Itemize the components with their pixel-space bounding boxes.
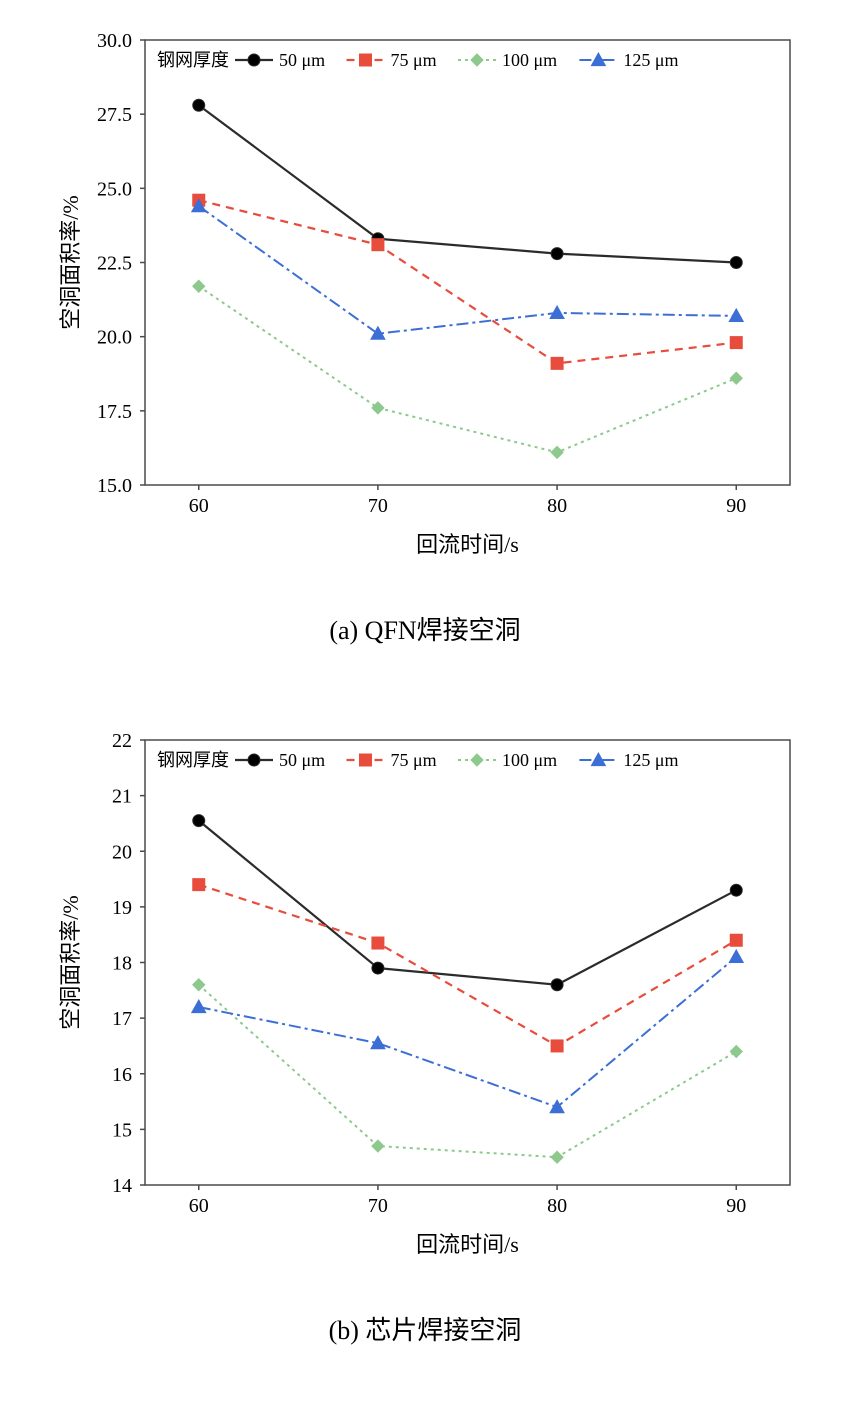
- y-tick-label: 14: [112, 1175, 132, 1197]
- series-line: [199, 105, 737, 262]
- chart-a-container: 15.0 17.5 20.0 22.5 25.0 27.5 30.0 60 70 80 90 回流时间…: [50, 20, 810, 570]
- chart-a-caption: (a) QFN焊接空洞: [0, 610, 850, 647]
- legend-label: 125 μm: [623, 750, 678, 770]
- chart-b-container: 14 15 16 17 18 19 20 21 22 60 70 80 90 回流时间/s 空洞面积率/% 钢…: [50, 720, 810, 1270]
- legend-label: 100 μm: [502, 50, 557, 70]
- chart-a-svg: 15.0 17.5 20.0 22.5 25.0 27.5 30.0 60 70 80 90 回流时间…: [50, 20, 810, 570]
- legend-label: 75 μm: [391, 50, 437, 70]
- y-tick-label: 27.5: [97, 104, 132, 126]
- y-tick-label: 15: [112, 1119, 132, 1141]
- legend-label: 100 μm: [502, 750, 557, 770]
- legend-title: 钢网厚度: [157, 750, 229, 770]
- y-tick-label: 21: [112, 786, 132, 808]
- chart-b-svg: 14 15 16 17 18 19 20 21 22 60 70 80 90 回流时间/s 空洞面积率/% 钢…: [50, 720, 810, 1270]
- series-line: [199, 985, 737, 1157]
- y-tick-label: 22: [112, 730, 132, 752]
- y-tick-label: 22.5: [97, 253, 132, 275]
- legend-label: 50 μm: [279, 750, 325, 770]
- series-line: [199, 821, 737, 985]
- series-line: [199, 206, 737, 334]
- y-tick-label: 20.0: [97, 327, 132, 349]
- y-tick-label: 17: [112, 1008, 132, 1030]
- y-tick-label: 15.0: [97, 475, 132, 497]
- x-axis-label: 回流时间/s: [416, 1232, 519, 1257]
- y-tick-label: 19: [112, 897, 132, 919]
- x-tick-label: 60: [189, 1195, 209, 1217]
- legend-label: 50 μm: [279, 50, 325, 70]
- legend-label: 75 μm: [391, 750, 437, 770]
- x-tick-label: 90: [726, 1195, 746, 1217]
- y-tick-label: 16: [112, 1064, 132, 1086]
- series-line: [199, 200, 737, 363]
- series-line: [199, 957, 737, 1107]
- y-tick-label: 18: [112, 953, 132, 975]
- x-axis-label: 回流时间/s: [416, 532, 519, 557]
- x-tick-label: 70: [368, 1195, 388, 1217]
- series-line: [199, 286, 737, 452]
- y-tick-label: 17.5: [97, 401, 132, 423]
- x-tick-label: 70: [368, 495, 388, 517]
- chart-b-caption: (b) 芯片焊接空洞: [0, 1310, 850, 1347]
- y-tick-label: 30.0: [97, 30, 132, 52]
- legend-label: 125 μm: [623, 50, 678, 70]
- y-tick-label: 25.0: [97, 178, 132, 200]
- series-line: [199, 885, 737, 1046]
- x-tick-label: 60: [189, 495, 209, 517]
- y-axis-label: 空洞面积率/%: [58, 195, 83, 329]
- x-tick-label: 90: [726, 495, 746, 517]
- x-tick-label: 80: [547, 495, 567, 517]
- page: 15.0 17.5 20.0 22.5 25.0 27.5 30.0 60 70 80 90 回流时间…: [0, 0, 850, 1428]
- x-tick-label: 80: [547, 1195, 567, 1217]
- y-axis-label: 空洞面积率/%: [58, 895, 83, 1029]
- y-tick-label: 20: [112, 841, 132, 863]
- legend-title: 钢网厚度: [157, 50, 229, 70]
